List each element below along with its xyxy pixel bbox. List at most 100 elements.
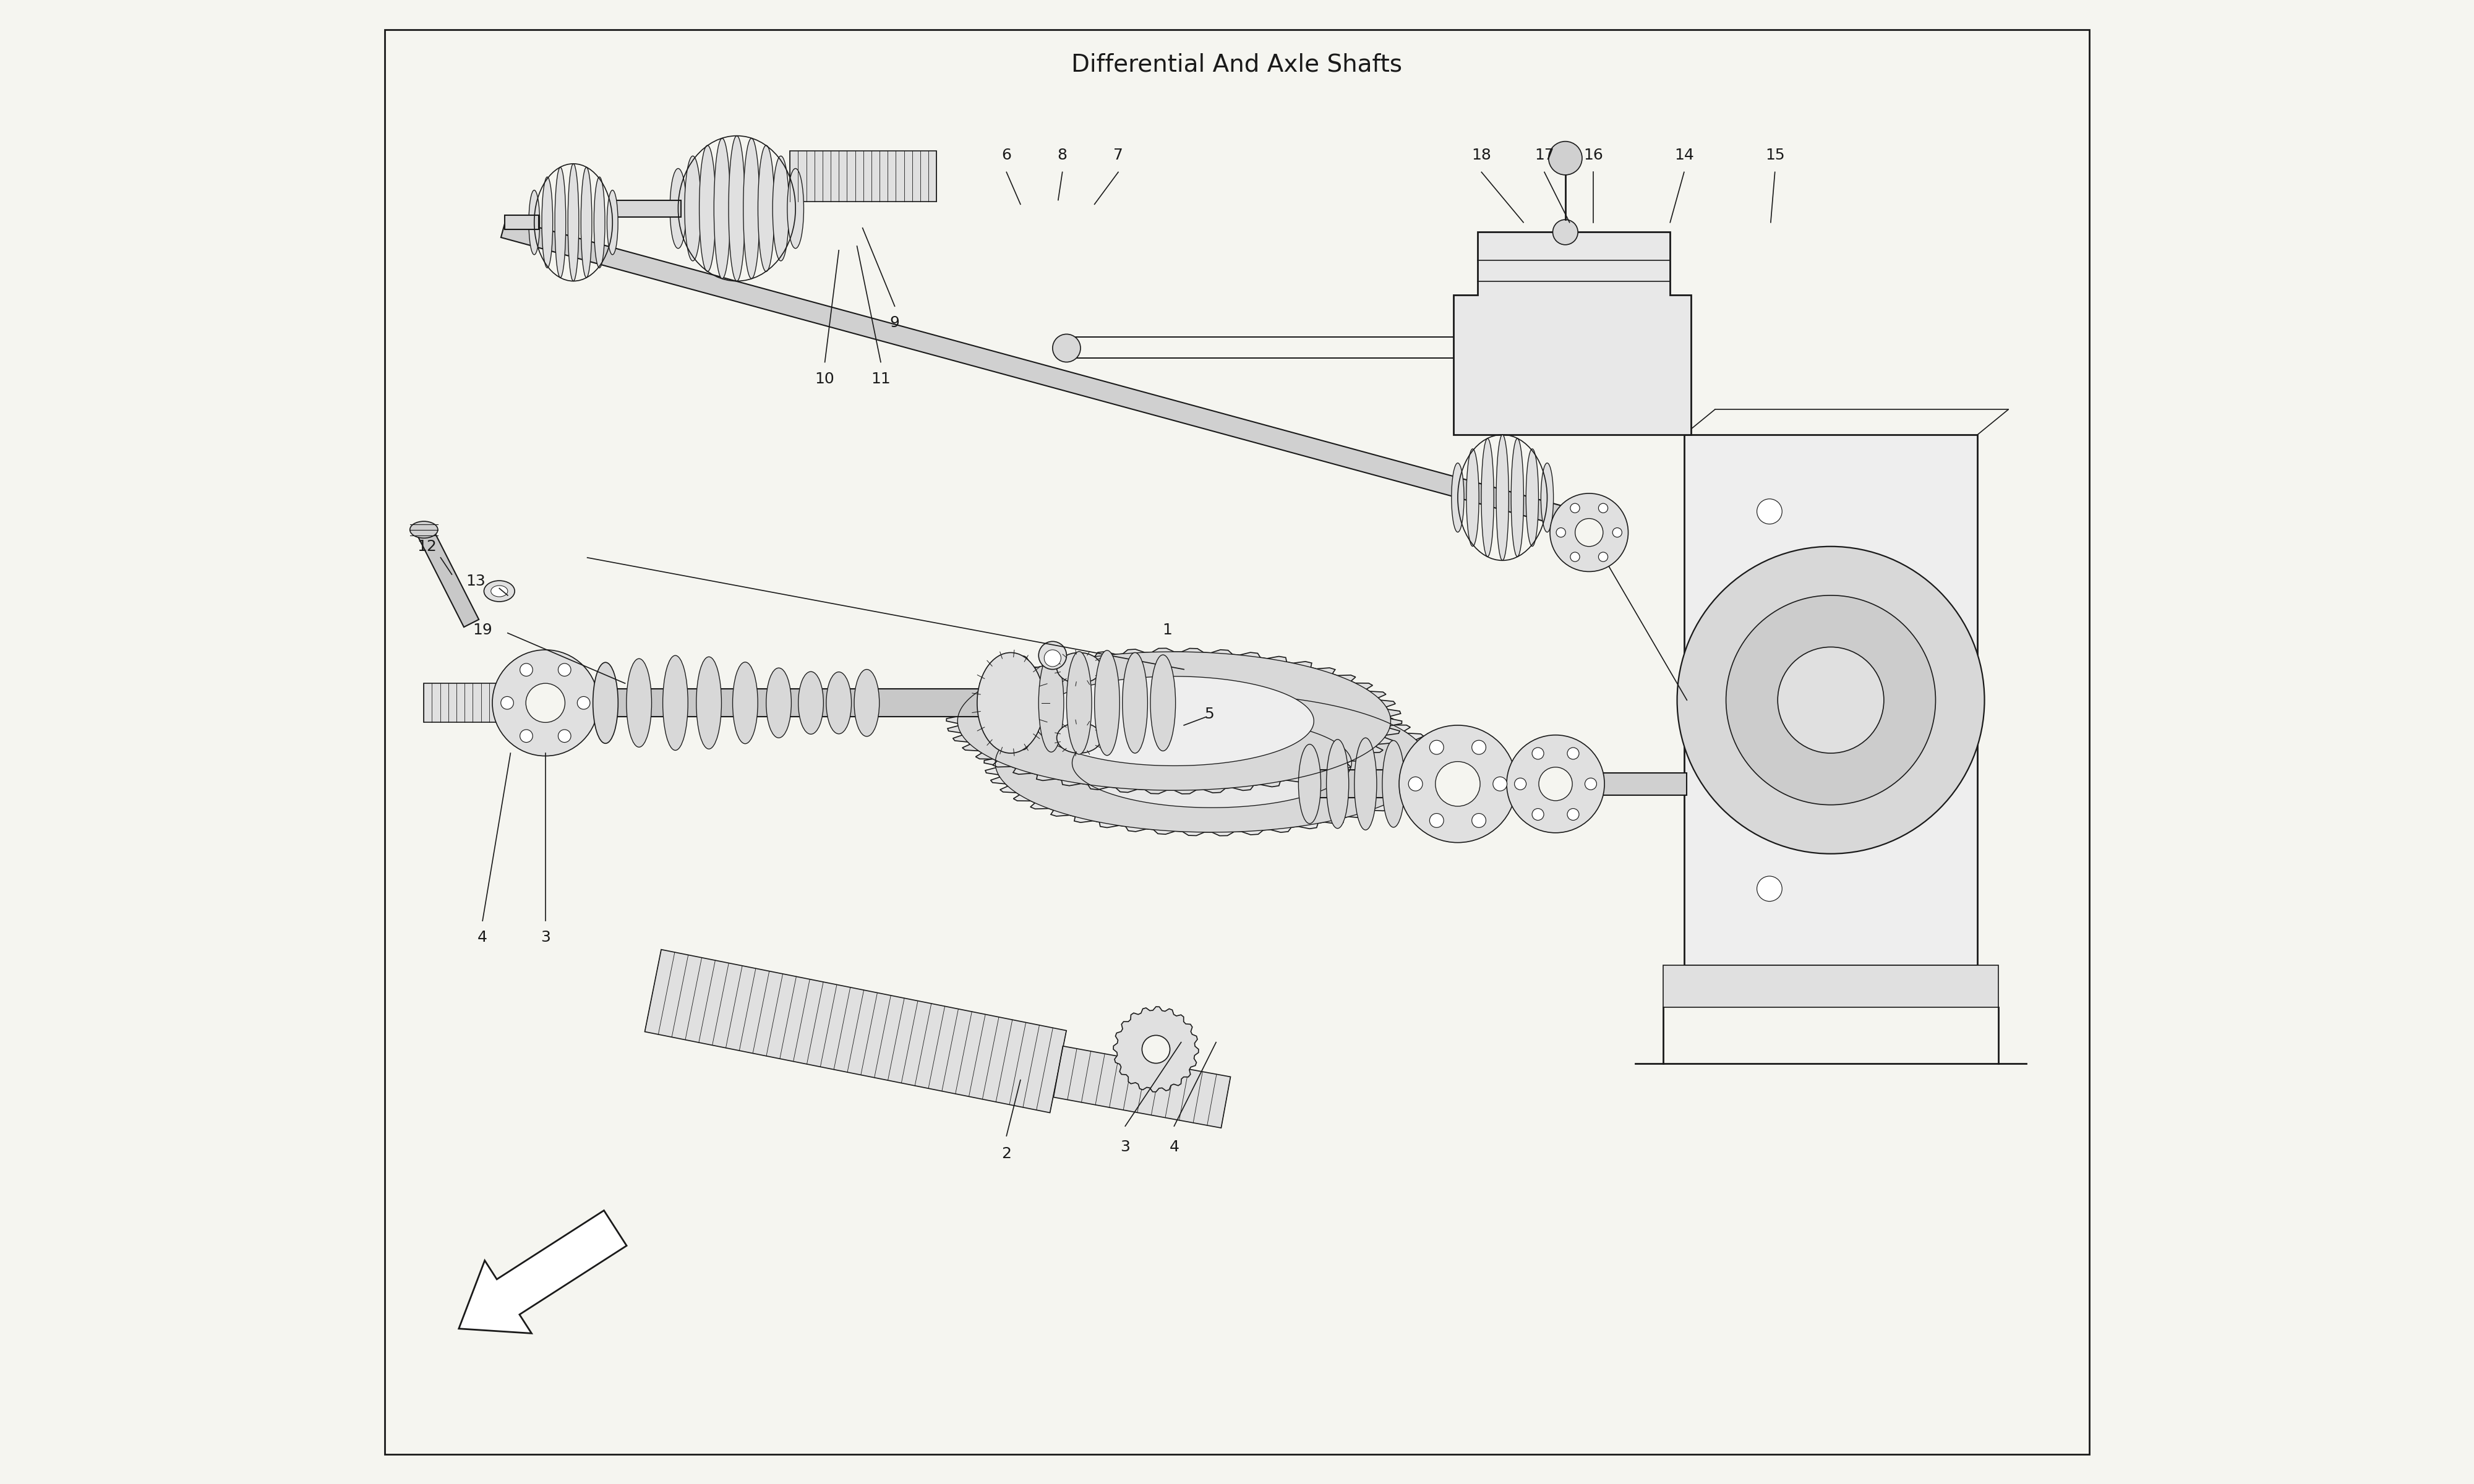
Ellipse shape [1094,650,1121,755]
Ellipse shape [670,169,685,248]
Circle shape [1549,493,1628,571]
Circle shape [1051,334,1081,362]
Ellipse shape [1123,653,1148,754]
Text: 17: 17 [1534,148,1554,163]
Ellipse shape [594,662,618,743]
Ellipse shape [1410,746,1432,822]
Circle shape [527,683,564,723]
Text: 2: 2 [1002,1147,1012,1162]
Ellipse shape [485,580,515,601]
Circle shape [559,730,571,742]
Ellipse shape [1482,438,1494,556]
Text: 13: 13 [465,574,485,589]
Polygon shape [1603,773,1687,795]
Text: 14: 14 [1675,148,1695,163]
Polygon shape [1299,770,1593,798]
Ellipse shape [977,653,1044,754]
Circle shape [500,696,515,709]
Ellipse shape [767,668,792,738]
Ellipse shape [581,168,591,278]
Ellipse shape [799,672,824,735]
Circle shape [1779,647,1883,754]
Circle shape [1472,741,1487,754]
Polygon shape [1663,966,1999,1008]
Circle shape [1757,499,1781,524]
Circle shape [1556,528,1566,537]
Circle shape [1613,528,1623,537]
Circle shape [1576,518,1603,546]
Ellipse shape [1541,463,1554,533]
Text: 12: 12 [416,539,435,554]
Text: 15: 15 [1764,148,1784,163]
Polygon shape [500,218,1564,525]
Polygon shape [1054,1046,1230,1128]
Text: 4: 4 [1170,1140,1180,1155]
Circle shape [1430,813,1445,828]
Ellipse shape [411,521,438,539]
Ellipse shape [715,138,730,279]
Ellipse shape [569,163,579,280]
Circle shape [1408,776,1423,791]
Circle shape [1044,650,1061,666]
Ellipse shape [730,137,745,280]
Polygon shape [539,689,999,717]
Circle shape [520,730,532,742]
Polygon shape [948,649,1403,794]
Polygon shape [985,690,1440,835]
Circle shape [1435,761,1479,806]
Ellipse shape [742,138,760,279]
Polygon shape [505,215,539,230]
Circle shape [576,696,589,709]
Ellipse shape [1039,654,1064,752]
Circle shape [1507,735,1606,833]
Ellipse shape [529,190,539,255]
Polygon shape [1113,1006,1197,1092]
Circle shape [1531,809,1544,821]
Circle shape [1598,552,1608,561]
Text: 6: 6 [1002,148,1012,163]
Text: 5: 5 [1205,706,1215,721]
Ellipse shape [1299,745,1321,824]
Circle shape [1514,778,1526,789]
Text: 10: 10 [814,371,834,386]
Text: 8: 8 [1056,148,1066,163]
Circle shape [1492,776,1507,791]
Ellipse shape [1452,463,1465,533]
Ellipse shape [772,156,789,261]
Circle shape [1571,503,1581,513]
Ellipse shape [594,177,606,269]
Ellipse shape [542,177,552,269]
Polygon shape [423,683,522,723]
Text: 11: 11 [871,371,891,386]
Circle shape [1400,726,1517,843]
FancyArrow shape [458,1211,626,1333]
Circle shape [1569,809,1578,821]
Ellipse shape [1526,448,1539,546]
Ellipse shape [1056,653,1101,683]
Ellipse shape [626,659,651,746]
Ellipse shape [826,672,851,735]
Ellipse shape [1512,438,1524,556]
FancyBboxPatch shape [1685,435,1977,966]
Ellipse shape [1497,435,1509,561]
Ellipse shape [1056,723,1101,754]
Circle shape [1430,741,1445,754]
Polygon shape [416,525,480,628]
Circle shape [1569,748,1578,760]
Ellipse shape [685,156,700,261]
Ellipse shape [1012,656,1037,749]
Text: 7: 7 [1113,148,1123,163]
Polygon shape [1034,677,1314,766]
Circle shape [1677,546,1984,853]
Ellipse shape [663,656,688,751]
Ellipse shape [1467,448,1479,546]
Polygon shape [1071,718,1351,807]
Ellipse shape [554,168,567,278]
Ellipse shape [695,657,722,749]
Circle shape [1472,813,1487,828]
Ellipse shape [1353,738,1376,830]
Ellipse shape [1383,741,1405,827]
Ellipse shape [1066,651,1091,754]
Circle shape [559,663,571,677]
Text: 4: 4 [477,930,487,945]
